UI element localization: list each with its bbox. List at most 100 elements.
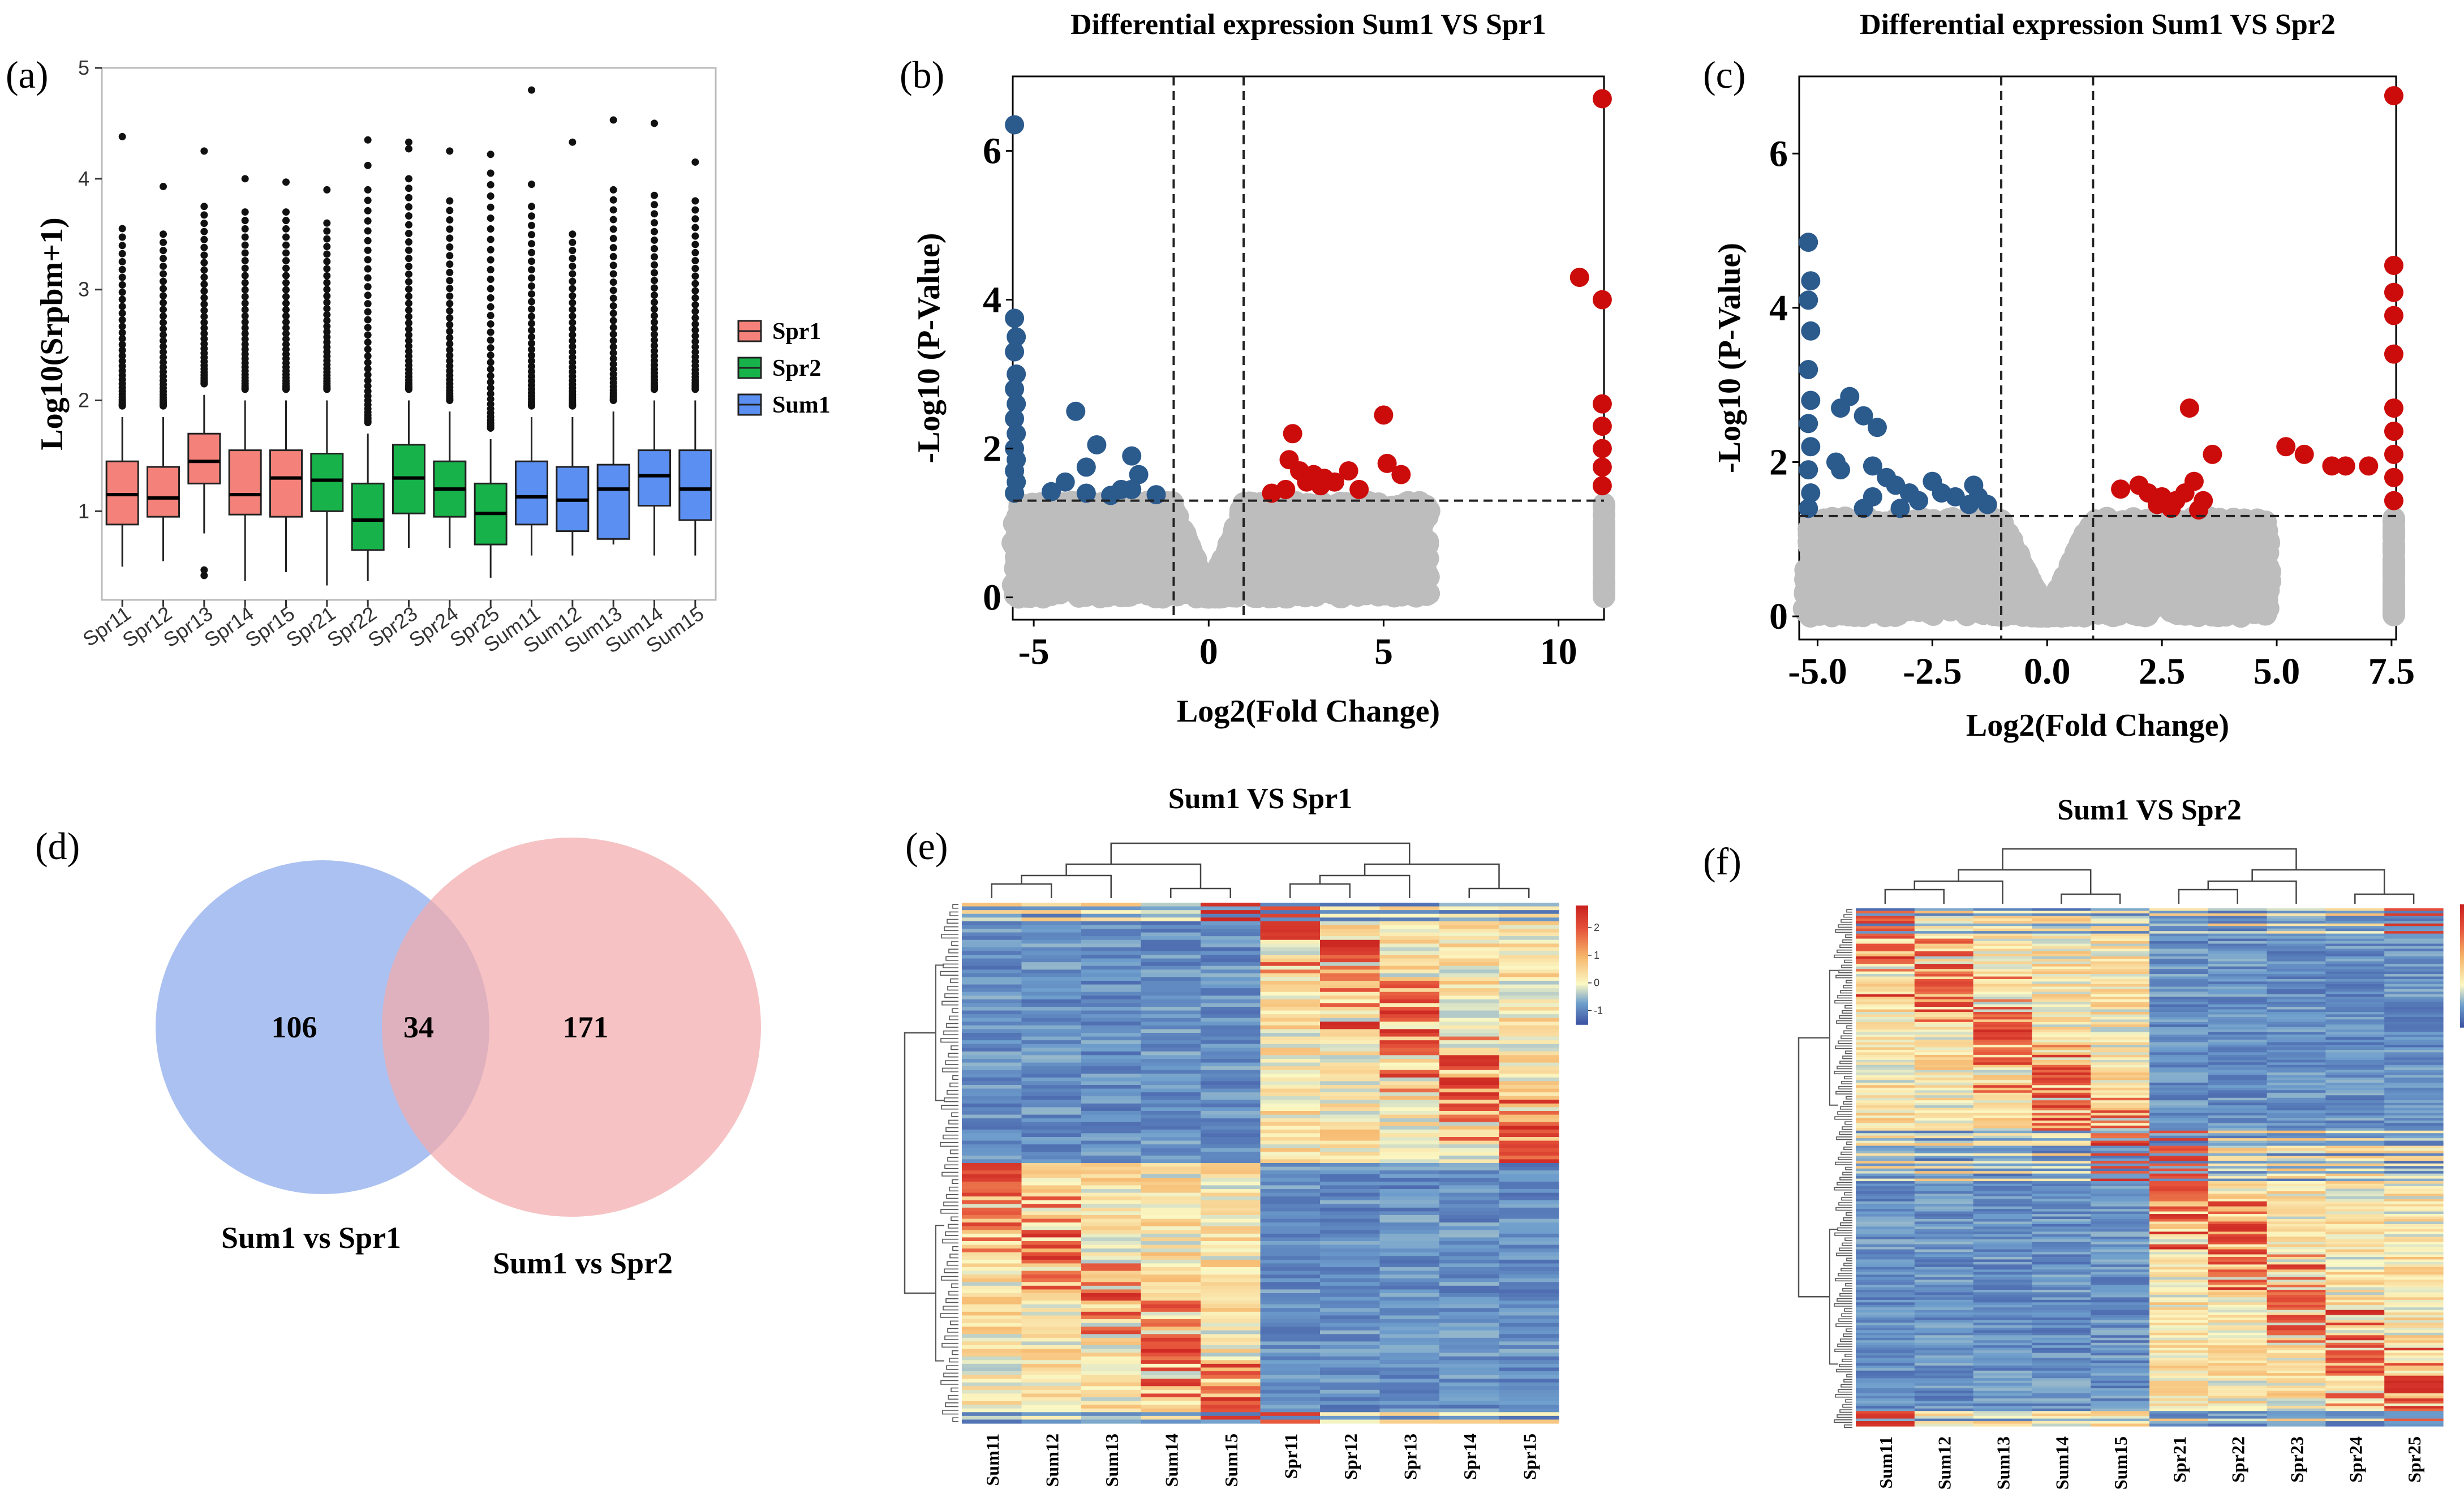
heatmap-cell <box>1201 973 1261 978</box>
outlier-point <box>528 298 535 306</box>
ns-point <box>2036 603 2059 626</box>
heatmap-cell <box>1201 925 1261 929</box>
outlier-point <box>691 241 699 248</box>
outlier-point <box>651 318 658 326</box>
y-tick-label: 2 <box>983 428 1001 470</box>
heatmap-cell <box>1260 984 1321 989</box>
ns-point <box>1898 582 1921 605</box>
outlier-point <box>528 333 535 341</box>
y-tick-label: 1 <box>78 499 89 522</box>
heatmap-cell <box>1081 988 1142 993</box>
heatmap-cell <box>1260 947 1321 952</box>
outlier-point <box>569 342 577 350</box>
outlier-point <box>282 257 290 265</box>
outlier-point <box>609 252 617 260</box>
heatmap-cell <box>1379 917 1440 922</box>
heatmap-cell <box>1141 981 1201 985</box>
outlier-point <box>323 227 331 235</box>
outlier-point <box>691 314 699 322</box>
outlier-point <box>241 324 249 332</box>
outlier-point <box>487 384 494 392</box>
outlier-point <box>609 324 617 332</box>
outlier-point <box>651 284 658 292</box>
x-tick-label: 5.0 <box>2254 651 2300 692</box>
outlier-point <box>528 258 535 265</box>
heatmap-cell <box>1379 965 1440 970</box>
ns-point <box>2012 602 2035 625</box>
heatmap-cell <box>1021 981 1082 985</box>
down-regulated-point <box>1005 308 1025 328</box>
heatmap-cell <box>1439 947 1500 952</box>
up-regulated-point <box>2179 398 2199 418</box>
outlier-point <box>609 302 617 310</box>
heatmap-cell <box>1141 977 1201 981</box>
heatmap-cell <box>1320 943 1381 948</box>
ns-point <box>1394 566 1417 589</box>
outlier-point <box>200 335 208 343</box>
ns-point <box>2133 583 2156 606</box>
heatmap-cell <box>1141 947 1201 952</box>
outlier-point <box>609 278 617 286</box>
outlier-point <box>609 294 617 302</box>
outlier-point <box>651 210 658 218</box>
outlier-point <box>364 291 372 299</box>
heatmap-cell <box>1141 969 1201 974</box>
outlier-point <box>446 260 454 268</box>
outlier-point <box>200 273 208 281</box>
heatmap-cell <box>1021 988 1082 993</box>
outlier-point <box>323 328 331 336</box>
outlier-point <box>569 331 577 339</box>
heatmap-cell <box>1260 943 1321 948</box>
box <box>147 466 180 518</box>
outlier-point <box>609 286 617 294</box>
outlier-point <box>487 395 494 403</box>
ns-point <box>1878 516 1901 539</box>
outlier-point <box>487 365 494 373</box>
outlier-point <box>405 299 412 307</box>
heatmap-cell <box>1201 951 1261 955</box>
ns-point <box>1208 572 1231 595</box>
outlier-point <box>323 316 331 324</box>
outlier-point <box>487 320 494 328</box>
x-tick-label: 0 <box>1199 631 1218 672</box>
down-regulated-point <box>1801 321 1821 341</box>
box-Sum14 <box>638 119 671 556</box>
heatmap-cell <box>1439 929 1500 933</box>
heatmap-cell <box>1201 977 1261 981</box>
heatmap-cell <box>1081 962 1142 967</box>
heatmap-cell <box>1499 984 1559 989</box>
up-regulated-point <box>2384 86 2403 106</box>
heatmap-cell <box>1439 955 1500 959</box>
heatmap-cell <box>1081 910 1142 915</box>
heatmap-cell <box>1439 977 1500 981</box>
heatmap-cell <box>1021 962 1082 967</box>
outlier-point <box>487 151 494 158</box>
heatmap-cell <box>1260 925 1321 929</box>
outlier-point <box>691 287 699 295</box>
ns-point <box>2179 517 2202 540</box>
outlier-point <box>569 270 577 278</box>
heatmap-cell <box>1320 965 1381 970</box>
outlier-point <box>691 206 699 214</box>
outlier-point <box>200 294 208 302</box>
outlier-point <box>651 291 658 299</box>
outlier-point <box>446 292 454 300</box>
heatmap-cell <box>1201 955 1261 959</box>
outlier-point <box>118 258 126 265</box>
heatmap-cell <box>1499 913 1559 918</box>
outlier-point <box>446 252 454 260</box>
outlier-point <box>160 270 167 278</box>
up-regulated-point <box>1592 417 1612 436</box>
outlier-point <box>569 299 577 307</box>
heatmap-cell <box>1260 969 1321 974</box>
heatmap-cell <box>1439 939 1500 944</box>
down-regulated-point <box>1831 398 1851 418</box>
outlier-point <box>569 138 577 146</box>
heatmap-cell <box>1379 925 1440 929</box>
outlier-point <box>651 201 658 209</box>
heatmap-cell <box>1260 913 1321 918</box>
up-regulated-point <box>1349 479 1369 499</box>
heatmap-cell <box>1499 977 1559 981</box>
heatmap-cell <box>1021 977 1082 981</box>
ns-point <box>1180 539 1203 562</box>
